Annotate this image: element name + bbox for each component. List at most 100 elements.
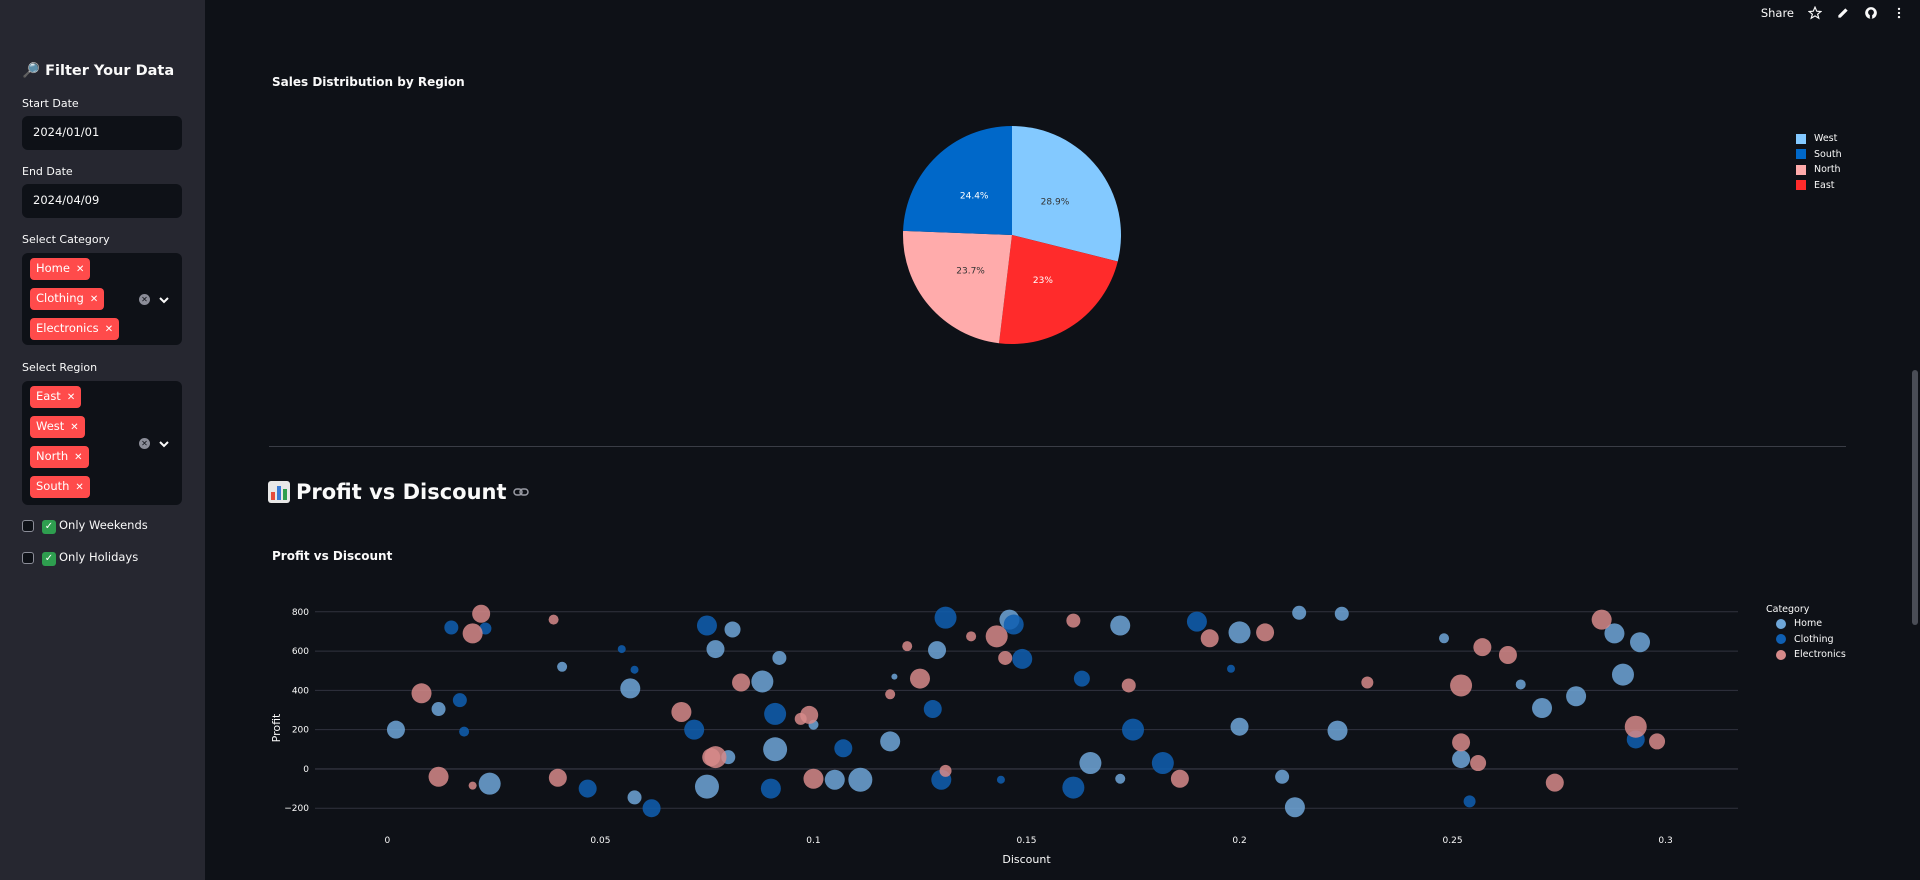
clear-all-icon[interactable]: ✕ [139,438,150,449]
scatter-point-electronics[interactable] [468,781,477,790]
scatter-point-electronics[interactable] [909,668,930,689]
scatter-point-electronics[interactable] [411,683,432,704]
scatter-point-clothing[interactable] [630,665,639,674]
scatter-point-home[interactable] [1439,633,1450,644]
scatter-point-home[interactable] [928,641,947,660]
scatter-point-home[interactable] [1275,769,1290,784]
scatter-point-home[interactable] [1334,606,1349,621]
scatter-point-electronics[interactable] [472,604,491,623]
pie-slice-south[interactable] [903,126,1012,235]
scatter-point-home[interactable] [557,661,568,672]
region-tag-south[interactable]: South ✕ [30,476,90,498]
category-tag-home[interactable]: Home ✕ [30,258,91,280]
scatter-point-electronics[interactable] [548,768,567,787]
category-tag-electronics[interactable]: Electronics ✕ [30,318,120,340]
region-tag-west[interactable]: West ✕ [30,416,85,438]
scatter-point-home[interactable] [724,621,741,638]
remove-tag-icon[interactable]: ✕ [70,422,79,433]
scatter-point-clothing[interactable] [1012,648,1033,669]
scatter-legend-item-electronics[interactable]: Electronics [1776,649,1846,660]
scatter-point-electronics[interactable] [1624,715,1647,738]
scatter-point-home[interactable] [620,678,641,699]
scatter-point-electronics[interactable] [1361,676,1374,689]
scatter-point-clothing[interactable] [760,778,781,799]
scatter-point-electronics[interactable] [1121,678,1136,693]
scatter-point-clothing[interactable] [1151,752,1174,775]
only-weekends-checkbox[interactable]: ✓ Only Weekends [22,518,148,534]
clear-all-icon[interactable]: ✕ [139,294,150,305]
scatter-point-electronics[interactable] [966,631,977,642]
region-tag-north[interactable]: North ✕ [30,446,89,468]
scatter-point-home[interactable] [478,772,501,795]
scatter-point-home[interactable] [763,737,788,762]
scatter-point-electronics[interactable] [1591,609,1612,630]
scatter-point-home[interactable] [1115,773,1126,784]
pie-legend-item-south[interactable]: South [1796,149,1842,160]
scatter-point-clothing[interactable] [684,719,705,740]
pie-slice-east[interactable] [999,235,1118,344]
scatter-point-clothing[interactable] [696,615,717,636]
scatter-point-electronics[interactable] [1170,769,1189,788]
scatter-point-home[interactable] [1228,621,1251,644]
scatter-point-home[interactable] [1327,720,1348,741]
scatter-point-home[interactable] [1611,663,1634,686]
pie-slice-west[interactable] [1012,126,1121,262]
scatter-point-electronics[interactable] [803,768,824,789]
remove-tag-icon[interactable]: ✕ [75,264,85,275]
end-date-input[interactable]: 2024/04/09 [22,184,182,218]
scatter-point-clothing[interactable] [642,799,661,818]
chevron-down-icon[interactable] [157,293,171,307]
scatter-point-home[interactable] [1079,752,1102,775]
scatter-point-electronics[interactable] [671,701,692,722]
scatter-point-home[interactable] [891,673,898,680]
scatter-point-clothing[interactable] [452,693,467,708]
scatter-point-electronics[interactable] [462,623,483,644]
scatter-point-electronics[interactable] [985,625,1008,648]
pie-slice-north[interactable] [903,230,1012,344]
scatter-point-electronics[interactable] [1470,755,1487,772]
scatter-point-electronics[interactable] [732,673,751,692]
scatter-point-home[interactable] [1292,605,1307,620]
pie-legend-item-east[interactable]: East [1796,180,1835,191]
remove-tag-icon[interactable]: ✕ [75,482,84,493]
scrollbar[interactable] [1912,370,1918,625]
category-multiselect[interactable]: Home ✕ Clothing ✕ Electronics ✕ ✕ [22,253,182,345]
scatter-point-electronics[interactable] [704,746,727,769]
scatter-point-electronics[interactable] [1450,674,1473,697]
scatter-point-clothing[interactable] [617,645,626,654]
remove-tag-icon[interactable]: ✕ [66,392,76,403]
scatter-point-clothing[interactable] [1003,614,1024,635]
remove-tag-icon[interactable]: ✕ [104,324,114,335]
scatter-point-home[interactable] [627,790,642,805]
only-holidays-checkbox[interactable]: ✓ Only Holidays [22,550,138,566]
scatter-legend-item-home[interactable]: Home [1776,618,1822,629]
chevron-down-icon[interactable] [157,437,171,451]
scatter-point-home[interactable] [431,702,446,717]
scatter-point-home[interactable] [1110,615,1131,636]
scatter-point-electronics[interactable] [1498,646,1517,664]
share-button[interactable]: Share [1760,6,1794,20]
scatter-point-electronics[interactable] [902,641,913,652]
remove-tag-icon[interactable]: ✕ [89,294,99,305]
scatter-legend-item-clothing[interactable]: Clothing [1776,634,1834,645]
scatter-point-clothing[interactable] [578,779,597,798]
category-tag-clothing[interactable]: Clothing ✕ [30,288,105,310]
checkbox-box[interactable] [22,520,34,532]
checkbox-box[interactable] [22,552,34,564]
scatter-point-clothing[interactable] [834,739,853,758]
github-icon[interactable] [1864,6,1878,20]
scatter-point-electronics[interactable] [1545,773,1564,792]
scatter-point-electronics[interactable] [1066,613,1081,628]
scatter-point-home[interactable] [1604,623,1625,644]
scatter-point-clothing[interactable] [459,726,470,737]
scatter-point-home[interactable] [386,720,405,739]
scatter-point-home[interactable] [706,640,725,659]
scatter-point-electronics[interactable] [1256,623,1275,642]
scatter-point-electronics[interactable] [1473,638,1492,657]
scatter-point-electronics[interactable] [939,764,952,777]
scatter-point-clothing[interactable] [1186,611,1207,632]
scatter-point-home[interactable] [1566,686,1587,707]
scatter-point-home[interactable] [1284,797,1305,818]
scatter-point-home[interactable] [824,769,845,790]
region-tag-east[interactable]: East ✕ [30,386,82,408]
